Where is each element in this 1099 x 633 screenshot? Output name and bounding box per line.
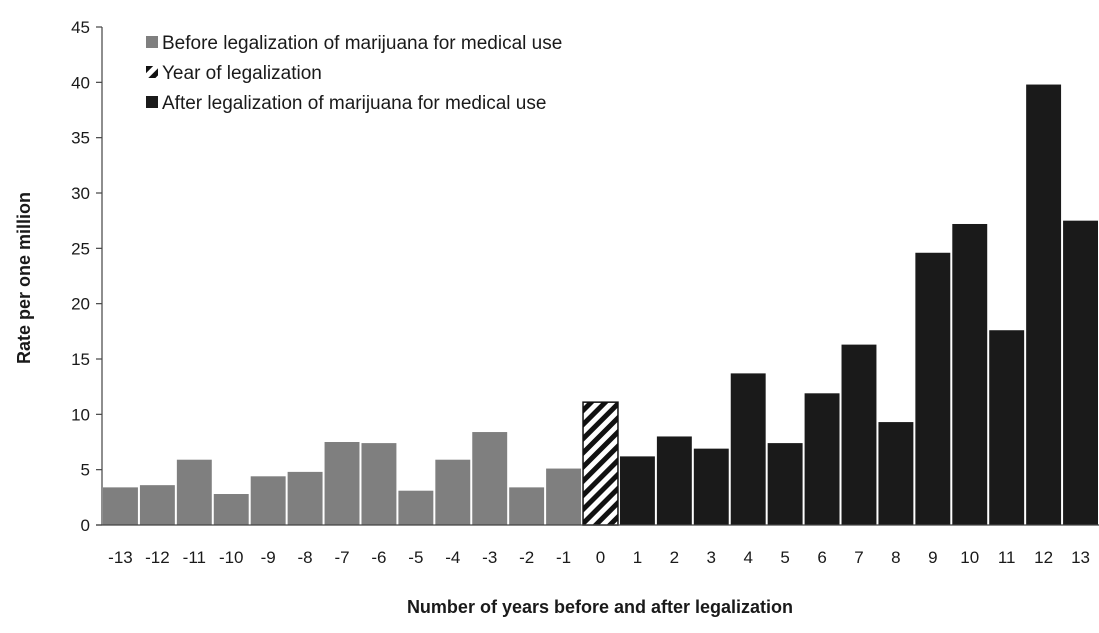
bar-4 [730, 373, 766, 525]
bar-5 [767, 443, 803, 525]
bar--1 [546, 468, 582, 525]
y-tick-label: 20 [71, 295, 90, 314]
x-axis-title: Number of years before and after legaliz… [407, 597, 793, 617]
x-tick-label: 12 [1034, 548, 1053, 567]
bar--7 [324, 442, 360, 525]
bar-6 [804, 393, 840, 525]
bar--4 [435, 459, 471, 525]
x-tick-label: -9 [261, 548, 276, 567]
bar-2 [656, 436, 692, 525]
x-tick-label: 7 [854, 548, 863, 567]
x-tick-label: -4 [445, 548, 460, 567]
x-tick-label: -6 [371, 548, 386, 567]
y-tick-label: 15 [71, 350, 90, 369]
x-tick-label: 1 [633, 548, 642, 567]
bar-0 [582, 401, 619, 526]
legend-swatch-after [146, 96, 158, 108]
legend-label-after: After legalization of marijuana for medi… [162, 93, 546, 114]
x-tick-label: -11 [183, 548, 206, 567]
x-tick-label: -7 [334, 548, 349, 567]
bar-7 [841, 344, 877, 525]
x-tick-label: -13 [108, 548, 133, 567]
x-tick-label: -10 [219, 548, 244, 567]
bar-3 [693, 448, 729, 525]
bar--8 [287, 471, 323, 525]
x-tick-label: -8 [298, 548, 313, 567]
y-tick-label: 10 [71, 405, 90, 424]
legend-label-legalization: Year of legalization [162, 63, 322, 84]
bar--6 [361, 443, 397, 525]
x-tick-label: 13 [1071, 548, 1090, 567]
x-tick-label: 3 [707, 548, 716, 567]
x-tick-label: 6 [817, 548, 826, 567]
y-tick-label: 25 [71, 239, 90, 258]
bar-1 [619, 456, 655, 525]
bar--12 [139, 485, 175, 525]
bar-12 [1026, 84, 1062, 526]
bar--5 [398, 490, 434, 525]
y-tick-label: 45 [71, 18, 90, 37]
bar-9 [915, 252, 951, 525]
legend-label-before: Before legalization of marijuana for med… [162, 33, 562, 54]
x-axis-ticks: -13 -12 -11 -10 -9 -8 -7 -6 -5 -4 -3 -2 -1 0 1 2 3 4 5 6 7 8 9… [108, 548, 1090, 567]
bar-13 [1063, 220, 1098, 525]
x-tick-label: -5 [408, 548, 423, 567]
x-tick-label: 9 [928, 548, 937, 567]
x-tick-label: -3 [482, 548, 497, 567]
x-tick-label: -1 [556, 548, 571, 567]
bar--13 [103, 487, 138, 525]
x-tick-label: 10 [960, 548, 979, 567]
bar--10 [213, 494, 249, 525]
x-tick-label: 2 [670, 548, 679, 567]
y-tick-label: 35 [71, 129, 90, 148]
bar--9 [250, 476, 286, 525]
y-tick-label: 0 [81, 516, 90, 535]
legend-swatch-before [146, 36, 158, 48]
x-tick-label: 4 [743, 548, 752, 567]
x-tick-label: 5 [780, 548, 789, 567]
x-tick-label: 8 [891, 548, 900, 567]
y-tick-label: 40 [71, 73, 90, 92]
legend-swatch-legalization [146, 66, 158, 78]
x-tick-label: 0 [596, 548, 605, 567]
y-tick-label: 5 [81, 461, 90, 480]
legend: Before legalization of marijuana for med… [146, 33, 562, 114]
x-tick-label: 11 [998, 548, 1016, 567]
y-tick-label: 30 [71, 184, 90, 203]
bar-11 [989, 330, 1025, 525]
bars-group [103, 84, 1098, 526]
y-axis-ticks: 0 5 10 15 20 25 30 35 40 45 [71, 18, 102, 535]
x-tick-label: -12 [145, 548, 170, 567]
y-axis-title: Rate per one million [14, 192, 34, 364]
bar-8 [878, 422, 914, 525]
bar-10 [952, 223, 988, 525]
bar--3 [472, 432, 508, 525]
bar--11 [176, 459, 212, 525]
bar--2 [509, 487, 545, 525]
x-tick-label: -2 [519, 548, 534, 567]
